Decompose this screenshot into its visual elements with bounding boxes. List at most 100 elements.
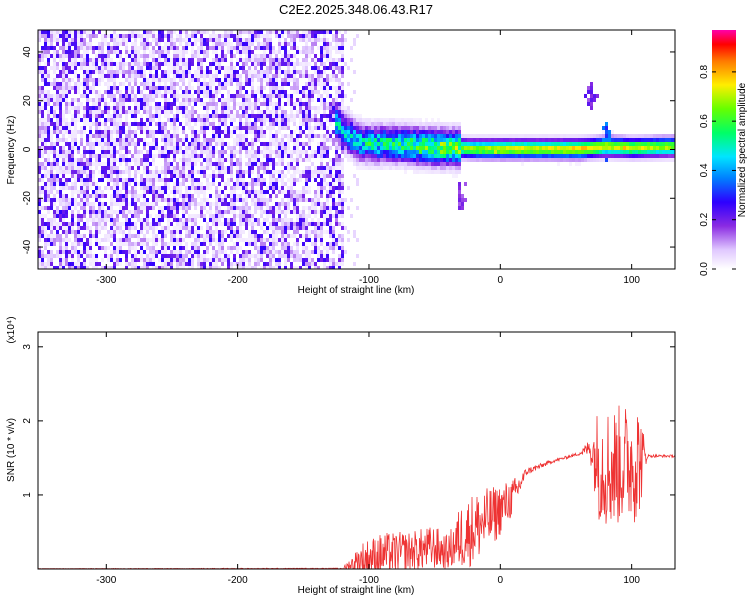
heatmap-cell xyxy=(95,218,98,222)
heatmap-cell xyxy=(188,142,191,146)
heatmap-cell xyxy=(113,222,116,226)
heatmap-cell xyxy=(263,58,266,62)
heatmap-cell xyxy=(122,34,125,38)
heatmap-cell xyxy=(302,170,305,174)
heatmap-cell xyxy=(221,142,224,146)
heatmap-cell xyxy=(80,174,83,178)
heatmap-cell xyxy=(65,158,68,162)
heatmap-cell xyxy=(242,106,245,110)
heatmap-cell xyxy=(212,46,215,50)
heatmap-cell xyxy=(269,110,272,114)
heatmap-cell xyxy=(251,146,254,150)
heatmap-cell xyxy=(59,46,62,50)
heatmap-cell xyxy=(59,90,62,94)
heatmap-cell xyxy=(152,230,155,234)
heatmap-cell xyxy=(200,70,203,74)
heatmap-cell xyxy=(335,34,338,38)
heatmap-cell xyxy=(302,218,305,222)
heatmap-cell xyxy=(200,186,203,190)
heatmap-cell xyxy=(158,62,161,66)
heatmap-cell xyxy=(47,90,50,94)
heatmap-cell xyxy=(221,230,224,234)
heatmap-cell xyxy=(341,126,344,130)
heatmap-cell xyxy=(152,90,155,94)
heatmap-cell xyxy=(203,118,206,122)
heatmap-cell xyxy=(92,190,95,194)
heatmap-cell xyxy=(332,258,335,262)
heatmap-cell xyxy=(284,206,287,210)
heatmap-cell xyxy=(209,242,212,246)
heatmap-cell xyxy=(188,34,191,38)
heatmap-cell xyxy=(242,186,245,190)
heatmap-cell xyxy=(59,194,62,198)
heatmap-cell xyxy=(278,86,281,90)
heatmap-cell xyxy=(275,210,278,214)
heatmap-cell xyxy=(56,190,59,194)
heatmap-cell xyxy=(257,234,260,238)
heatmap-cell xyxy=(41,190,44,194)
heatmap-cell xyxy=(221,86,224,90)
heatmap-cell xyxy=(287,190,290,194)
heatmap-cell xyxy=(191,46,194,50)
heatmap-cell xyxy=(323,178,326,182)
heatmap-cell xyxy=(191,174,194,178)
heatmap-cell xyxy=(218,86,221,90)
heatmap-cell xyxy=(314,122,317,126)
heatmap-cell xyxy=(251,102,254,106)
heatmap-cell xyxy=(164,162,167,166)
heatmap-cell xyxy=(308,174,311,178)
heatmap-cell xyxy=(356,238,359,242)
heatmap-cell xyxy=(173,198,176,202)
heatmap-cell xyxy=(170,222,173,226)
heatmap-cell xyxy=(134,222,137,226)
heatmap-cell xyxy=(80,102,83,106)
heatmap-cell xyxy=(101,166,104,170)
heatmap-cell xyxy=(65,126,68,130)
heatmap-cell xyxy=(107,186,110,190)
heatmap-cell xyxy=(341,258,344,262)
heatmap-cell xyxy=(56,98,59,102)
heatmap-cell xyxy=(284,246,287,250)
heatmap-cell xyxy=(227,70,230,74)
heatmap-cell xyxy=(248,30,251,34)
heatmap-cell xyxy=(239,114,242,118)
heatmap-cell xyxy=(242,262,245,266)
heatmap-cell xyxy=(203,54,206,58)
heatmap-cell xyxy=(71,146,74,150)
heatmap-cell xyxy=(212,62,215,66)
heatmap-cell xyxy=(245,238,248,242)
heatmap-cell xyxy=(332,86,335,90)
heatmap-cell xyxy=(266,166,269,170)
heatmap-cell xyxy=(107,102,110,106)
heatmap-cell xyxy=(65,206,68,210)
heatmap-cell xyxy=(203,158,206,162)
heatmap-cell xyxy=(53,54,56,58)
heatmap-cell xyxy=(134,190,137,194)
heatmap-cell xyxy=(272,134,275,138)
heatmap-cell xyxy=(338,182,341,186)
heatmap-cell xyxy=(170,138,173,142)
heatmap-cell xyxy=(134,266,137,269)
heatmap-cell xyxy=(269,114,272,118)
heatmap-cell xyxy=(158,130,161,134)
heatmap-cell xyxy=(176,162,179,166)
heatmap-cell xyxy=(203,250,206,254)
heatmap-cell xyxy=(185,206,188,210)
heatmap-cell xyxy=(236,62,239,66)
heatmap-cell xyxy=(146,154,149,158)
heatmap-cell xyxy=(104,266,107,269)
heatmap-cell xyxy=(110,94,113,98)
heatmap-cell xyxy=(104,130,107,134)
heatmap-cell xyxy=(278,250,281,254)
heatmap-cell xyxy=(110,198,113,202)
heatmap-cell xyxy=(62,126,65,130)
heatmap-cell xyxy=(266,214,269,218)
heatmap-cell xyxy=(242,114,245,118)
heatmap-cell xyxy=(230,122,233,126)
heatmap-cell xyxy=(338,234,341,238)
heatmap-cell xyxy=(329,78,332,82)
heatmap-cell xyxy=(152,198,155,202)
heatmap-cell xyxy=(338,138,341,142)
heatmap-cell xyxy=(149,98,152,102)
heatmap-cell xyxy=(182,110,185,114)
